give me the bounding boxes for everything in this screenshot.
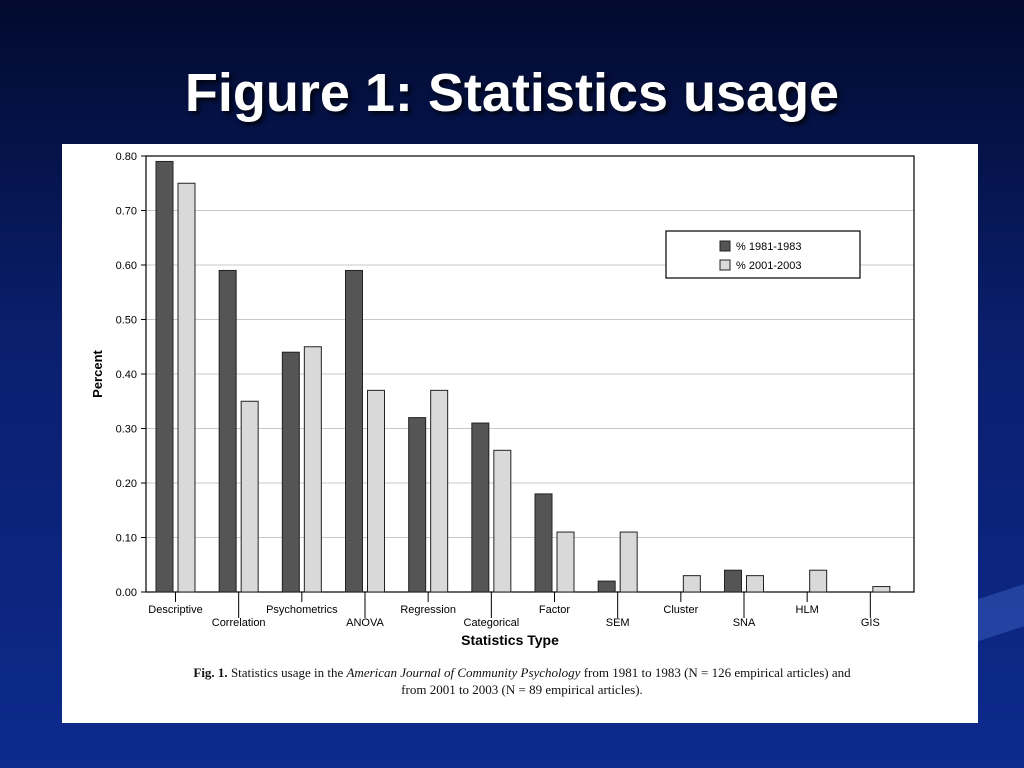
bar-2001-2003: [367, 389, 385, 593]
bar-2001-2003: [240, 400, 259, 593]
x-tick-label: Correlation: [212, 617, 266, 629]
y-tick-label: 0.70: [116, 206, 137, 218]
y-tick-label: 0.00: [116, 587, 137, 599]
caption-journal: American Journal of Community Psychology: [346, 665, 581, 680]
y-tick-label: 0.40: [116, 369, 137, 381]
y-tick-label: 0.20: [116, 478, 137, 490]
x-axis-title: Statistics Type: [461, 632, 559, 648]
x-tick-label: HLM: [796, 604, 819, 616]
bar-2001-2003: [809, 569, 828, 593]
y-tick-label: 0.60: [116, 260, 137, 272]
bar-2001-2003: [746, 575, 764, 593]
slide-title: Figure 1: Statistics usage: [184, 63, 840, 123]
bar-1981-1983: [597, 580, 616, 593]
bar-2001-2003: [619, 531, 638, 593]
bar-1981-1983: [155, 160, 174, 593]
figure-caption: Fig. 1. Statistics usage in the American…: [92, 664, 952, 698]
bar-1981-1983: [471, 422, 490, 593]
bar-2001-2003: [177, 182, 196, 593]
x-tick-label: GIS: [861, 617, 880, 629]
x-tick-label: Descriptive: [148, 604, 202, 616]
bar-1981-1983: [534, 493, 553, 593]
x-tick-label: Psychometrics: [266, 604, 338, 616]
bar-2001-2003: [556, 531, 575, 593]
bar-1981-1983: [218, 269, 237, 593]
caption-text-after: from 1981 to 1983 (N = 126 empirical art…: [583, 665, 851, 680]
y-axis-title: Percent: [90, 349, 105, 397]
bar-1981-1983: [281, 351, 300, 593]
bar-1981-1983: [724, 569, 742, 593]
legend-box: [665, 230, 861, 279]
caption-label: Fig. 1.: [193, 665, 228, 680]
bar-2001-2003: [303, 346, 322, 593]
bar-chart: 0.00 0.10 0.20 0.30 0.40 0.50 0.60 0.70 0.80 Desc…: [90, 151, 915, 648]
plot-frame: [145, 155, 915, 593]
bar-2001-2003: [872, 586, 891, 593]
legend-label: % 1981-1983: [736, 241, 801, 253]
x-tick-label: SNA: [733, 617, 756, 629]
y-tick-label: 0.50: [116, 315, 137, 327]
x-tick-label: Cluster: [663, 604, 698, 616]
x-tick-label: SEM: [606, 617, 630, 629]
x-tick-label: ANOVA: [346, 617, 384, 629]
legend-swatch: [719, 240, 731, 252]
bar-1981-1983: [408, 417, 427, 593]
x-tick-label: Regression: [400, 604, 456, 616]
x-tick-label: Categorical: [464, 617, 520, 629]
bar-2001-2003: [430, 389, 449, 593]
y-tick-label: 0.30: [116, 424, 137, 436]
figure-panel: 0.00 0.10 0.20 0.30 0.40 0.50 0.60 0.70 0.80 Desc…: [62, 144, 978, 723]
bar-2001-2003: [493, 449, 512, 593]
y-tick-label: 0.80: [116, 151, 137, 163]
bar-1981-1983: [345, 269, 363, 593]
y-tick-label: 0.10: [116, 533, 137, 545]
x-tick-label: Factor: [539, 604, 571, 616]
caption-text-before: Statistics usage in the: [230, 665, 344, 680]
legend-swatch: [719, 259, 731, 271]
legend-label: % 2001-2003: [736, 260, 801, 272]
caption-line-2: from 2001 to 2003 (N = 89 empirical arti…: [401, 682, 643, 697]
bar-2001-2003: [682, 575, 701, 593]
